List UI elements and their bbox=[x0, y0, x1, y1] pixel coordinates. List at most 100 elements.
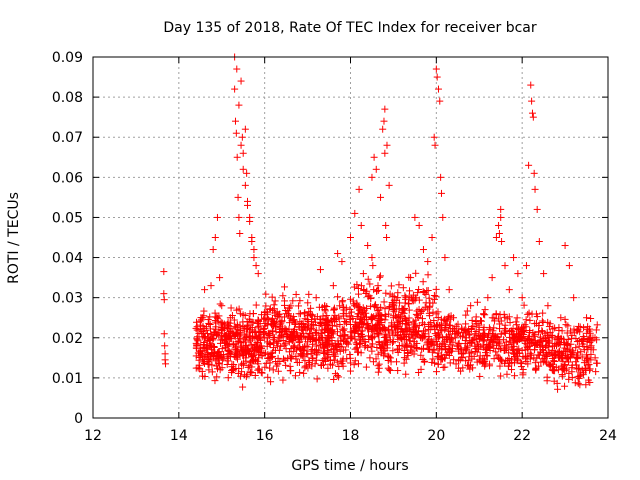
data-point bbox=[401, 342, 409, 350]
data-point bbox=[347, 359, 355, 367]
data-point bbox=[243, 333, 251, 341]
data-point bbox=[397, 313, 405, 321]
data-point bbox=[429, 299, 437, 307]
data-point bbox=[473, 298, 481, 306]
data-point bbox=[364, 344, 372, 352]
data-point bbox=[251, 371, 259, 379]
data-point bbox=[264, 373, 272, 381]
data-point bbox=[381, 316, 389, 324]
data-point bbox=[220, 354, 228, 362]
data-point bbox=[405, 306, 413, 314]
data-point bbox=[331, 315, 339, 323]
data-point bbox=[412, 269, 420, 277]
data-point bbox=[408, 296, 416, 304]
data-point bbox=[432, 368, 440, 376]
data-point bbox=[348, 308, 356, 316]
data-point bbox=[419, 333, 427, 341]
data-point bbox=[356, 323, 364, 331]
data-point bbox=[326, 357, 334, 365]
data-point bbox=[324, 327, 332, 335]
data-point bbox=[394, 324, 402, 332]
data-point bbox=[276, 322, 284, 330]
data-point bbox=[258, 369, 266, 377]
y-tick-label: 0.06 bbox=[52, 170, 83, 186]
data-point bbox=[415, 322, 423, 330]
data-point bbox=[321, 307, 329, 315]
data-point bbox=[346, 367, 354, 375]
data-point bbox=[215, 312, 223, 320]
data-point bbox=[296, 297, 304, 305]
data-point bbox=[374, 282, 382, 290]
data-point bbox=[421, 327, 429, 335]
data-point bbox=[197, 325, 205, 333]
data-point bbox=[237, 342, 245, 350]
data-point bbox=[385, 331, 393, 339]
data-point bbox=[239, 383, 247, 391]
data-point bbox=[193, 323, 201, 331]
y-tick-label: 0.05 bbox=[52, 210, 83, 226]
data-point bbox=[266, 341, 274, 349]
data-point bbox=[404, 327, 412, 335]
data-point bbox=[264, 329, 272, 337]
data-point bbox=[202, 327, 210, 335]
data-point bbox=[223, 361, 231, 369]
data-point bbox=[319, 339, 327, 347]
data-point bbox=[351, 357, 359, 365]
data-point bbox=[309, 354, 317, 362]
data-point bbox=[350, 361, 358, 369]
data-point bbox=[398, 305, 406, 313]
data-point bbox=[401, 292, 409, 300]
data-point bbox=[327, 346, 335, 354]
data-point bbox=[305, 358, 313, 366]
data-point bbox=[357, 315, 365, 323]
data-point bbox=[311, 315, 319, 323]
data-point bbox=[372, 325, 380, 333]
data-point bbox=[425, 294, 433, 302]
data-point bbox=[281, 313, 289, 321]
data-point bbox=[213, 373, 221, 381]
data-point bbox=[400, 359, 408, 367]
y-tick-label: 0 bbox=[74, 411, 83, 427]
data-point bbox=[505, 362, 513, 370]
data-point bbox=[335, 363, 343, 371]
data-point bbox=[285, 304, 293, 312]
data-point bbox=[438, 321, 446, 329]
data-point bbox=[335, 373, 343, 381]
data-point bbox=[254, 316, 262, 324]
data-point bbox=[414, 289, 422, 297]
data-point bbox=[373, 304, 381, 312]
data-point bbox=[353, 340, 361, 348]
data-point bbox=[393, 345, 401, 353]
data-point bbox=[415, 369, 423, 377]
data-point bbox=[373, 329, 381, 337]
y-tick-label: 0.03 bbox=[52, 291, 83, 307]
data-point bbox=[380, 298, 388, 306]
data-point bbox=[406, 287, 414, 295]
data-point bbox=[222, 332, 230, 340]
data-point bbox=[252, 346, 260, 354]
data-point bbox=[208, 332, 216, 340]
data-point bbox=[324, 364, 332, 372]
data-point bbox=[389, 347, 397, 355]
data-point bbox=[255, 324, 263, 332]
data-point bbox=[288, 316, 296, 324]
data-point bbox=[282, 361, 290, 369]
data-point bbox=[224, 357, 232, 365]
data-point bbox=[256, 342, 264, 350]
data-point bbox=[213, 362, 221, 370]
data-point bbox=[232, 324, 240, 332]
data-point bbox=[347, 315, 355, 323]
data-point bbox=[215, 353, 223, 361]
data-point bbox=[279, 355, 287, 363]
data-point bbox=[250, 357, 258, 365]
data-point bbox=[481, 349, 489, 357]
data-point bbox=[468, 316, 476, 324]
data-point bbox=[223, 352, 231, 360]
data-point bbox=[374, 350, 382, 358]
data-point bbox=[211, 309, 219, 317]
data-point bbox=[298, 351, 306, 359]
data-point bbox=[285, 312, 293, 320]
data-point bbox=[398, 319, 406, 327]
data-point bbox=[411, 329, 419, 337]
data-point bbox=[451, 334, 459, 342]
